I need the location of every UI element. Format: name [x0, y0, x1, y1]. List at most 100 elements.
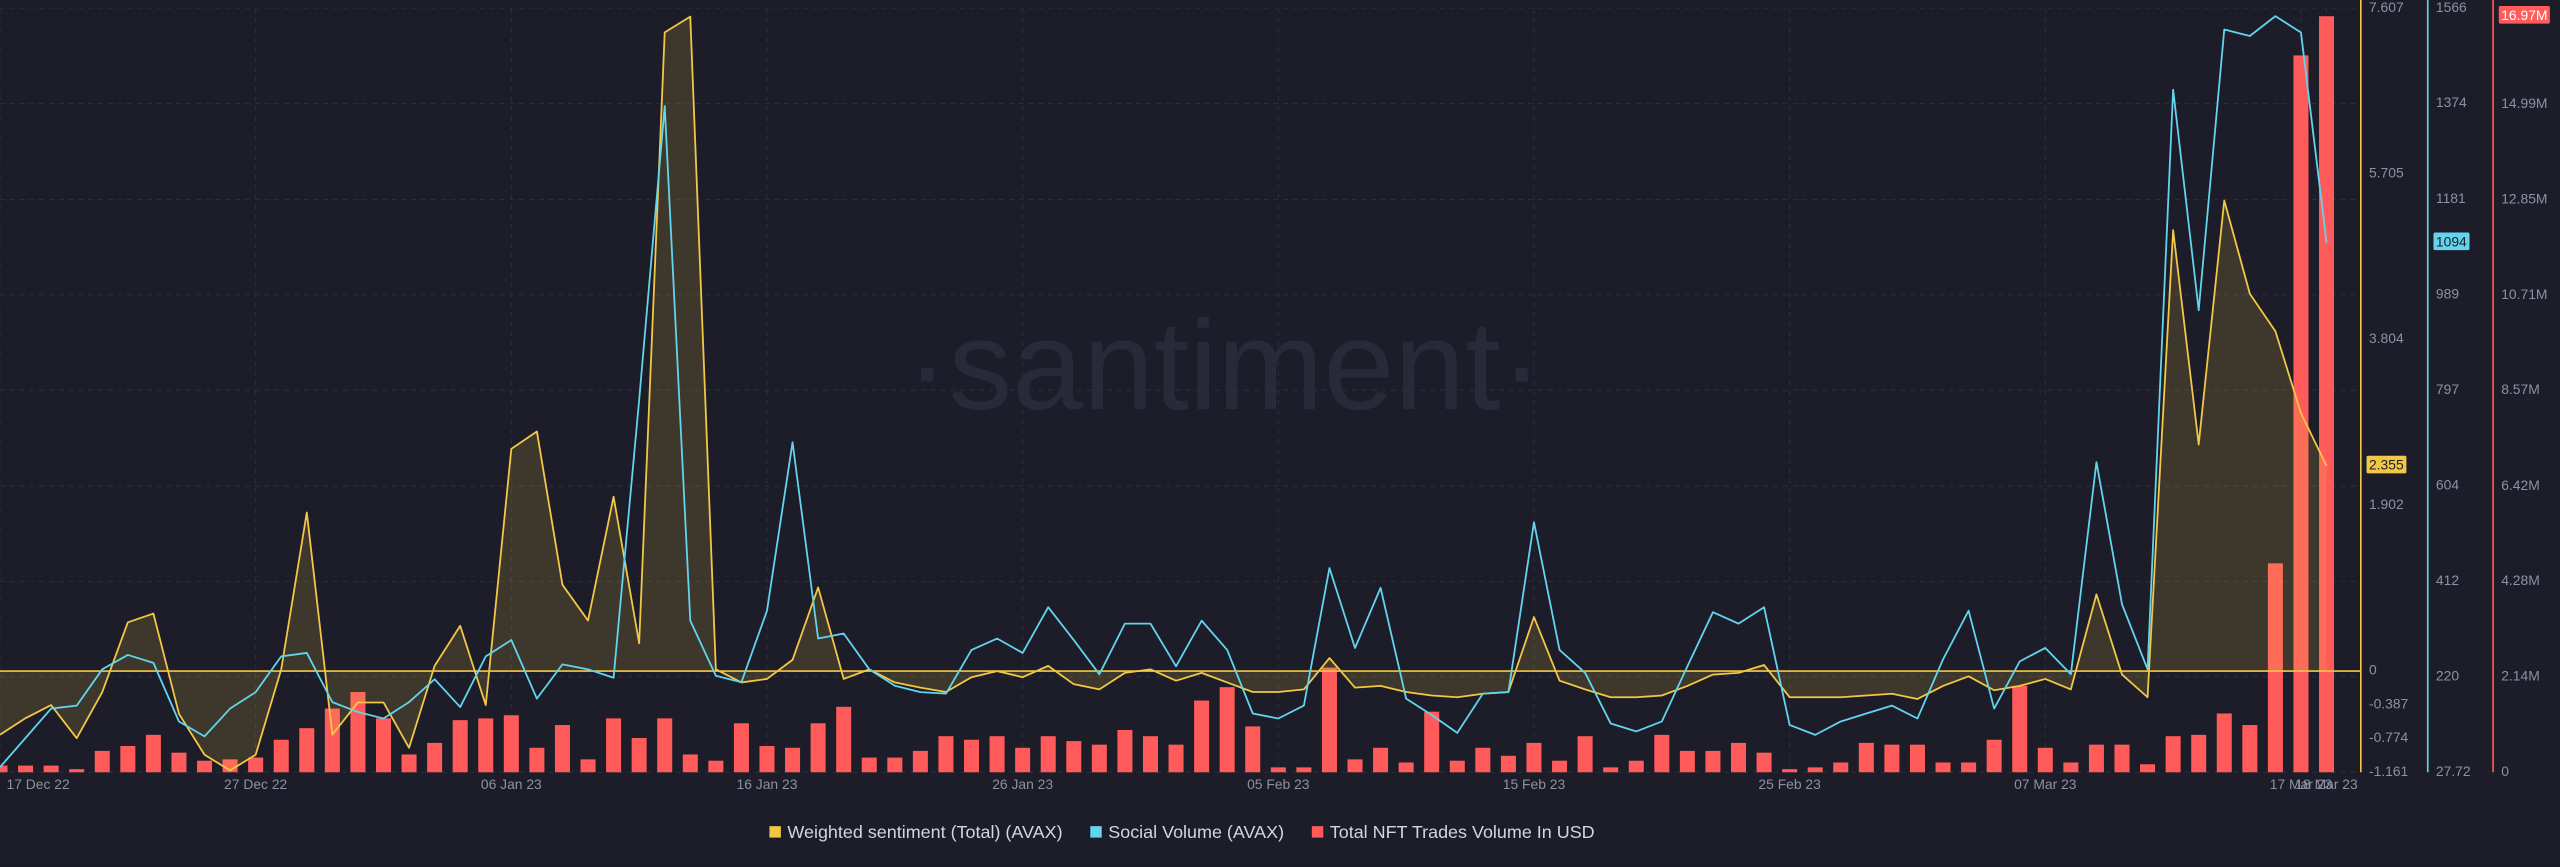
- bar: [120, 745, 136, 773]
- bar: [682, 754, 698, 773]
- x-tick-label: 17 Mar 23: [2270, 776, 2333, 792]
- y-tick-label: 220: [2436, 667, 2459, 683]
- bar: [1986, 739, 2002, 773]
- bar: [452, 720, 468, 773]
- last-value-badge: 16.97M: [2498, 6, 2550, 24]
- bar: [2012, 685, 2028, 773]
- bar: [1679, 750, 1695, 773]
- last-value-badge: 1094: [2433, 232, 2470, 251]
- bar: [2242, 725, 2258, 773]
- bar: [145, 734, 161, 773]
- bar: [375, 718, 392, 773]
- bar: [1066, 741, 1082, 773]
- bar: [580, 759, 596, 773]
- y-tick-label: 0: [2369, 662, 2377, 678]
- bar: [657, 718, 673, 773]
- badge-bg: [2433, 232, 2470, 251]
- y-tick-label: 12.85M: [2501, 190, 2547, 206]
- y-tick-label: 0: [2501, 763, 2509, 779]
- bar: [1373, 747, 1389, 773]
- series-line: [0, 15, 2328, 768]
- bar: [2088, 744, 2104, 773]
- bar: [1117, 729, 1133, 773]
- x-tick-label: 07 Mar 23: [2014, 776, 2077, 792]
- badge-label: 16.97M: [2501, 7, 2547, 23]
- y-tick-label: -1.161: [2369, 763, 2409, 779]
- bar: [1628, 760, 1644, 773]
- bar: [1449, 760, 1465, 773]
- legend-swatch: [769, 826, 781, 838]
- bar: [69, 769, 85, 773]
- y-tick-label: -0.387: [2369, 695, 2409, 711]
- legend-swatch: [1090, 826, 1102, 838]
- bar: [810, 723, 826, 773]
- bar: [529, 747, 545, 773]
- bar: [1475, 747, 1491, 773]
- bar: [197, 760, 213, 773]
- bar: [1552, 760, 1568, 773]
- legend-label: Social Volume (AVAX): [1108, 822, 1284, 842]
- bar: [1245, 726, 1261, 773]
- bar: [1935, 762, 1951, 773]
- bar: [759, 745, 775, 773]
- bar: [1219, 687, 1235, 773]
- bar: [1347, 759, 1363, 773]
- bar: [1424, 711, 1440, 773]
- y-tick-label: 604: [2436, 477, 2459, 493]
- x-tick-label: 26 Jan 23: [992, 776, 1053, 792]
- series-line: [0, 15, 2328, 772]
- bar: [1756, 752, 1772, 773]
- bar: [478, 718, 494, 773]
- x-tick-label: 25 Feb 23: [1758, 776, 1821, 792]
- bar: [1782, 769, 1798, 773]
- legend-label: Weighted sentiment (Total) (AVAX): [787, 822, 1062, 842]
- bar: [1270, 767, 1286, 773]
- bar: [1168, 744, 1184, 773]
- y-tick-label: 14.99M: [2501, 95, 2547, 111]
- badge-bg: [2498, 6, 2550, 24]
- y-tick-label: 3.804: [2369, 330, 2404, 346]
- bar: [836, 706, 852, 773]
- bar: [708, 760, 724, 773]
- y-tick-label: -0.774: [2369, 729, 2409, 745]
- bar: [43, 765, 59, 773]
- watermark: ·santiment·: [906, 294, 1543, 436]
- bar: [912, 750, 928, 773]
- y-tick-label: 6.42M: [2501, 477, 2540, 493]
- y-tick-label: 5.705: [2369, 165, 2404, 181]
- bar: [248, 757, 264, 773]
- y-tick-label: 412: [2436, 572, 2459, 588]
- bar: [733, 723, 749, 773]
- y-tick-label: 27.72: [2436, 763, 2471, 779]
- bar: [785, 747, 801, 773]
- bar: [2191, 734, 2207, 773]
- bar: [427, 742, 443, 773]
- x-tick-label: 17 Dec 22: [7, 776, 70, 792]
- bar: [273, 739, 289, 773]
- legend-label: Total NFT Trades Volume In USD: [1330, 822, 1595, 842]
- last-value-badge: 2.355: [2366, 455, 2407, 474]
- y-tick-label: 10.71M: [2501, 286, 2547, 302]
- badge-bg: [2366, 455, 2407, 474]
- bar: [887, 757, 903, 773]
- y-tick-label: 797: [2436, 381, 2459, 397]
- y-tick-label: 1181: [2436, 190, 2466, 206]
- bar: [1909, 744, 1925, 773]
- bar: [1858, 742, 1874, 773]
- y-tick-label: 2.14M: [2501, 668, 2540, 684]
- bar: [631, 737, 647, 773]
- bar: [1833, 762, 1849, 773]
- bar: [1526, 742, 1542, 773]
- bar: [2140, 764, 2156, 773]
- bar: [1603, 767, 1619, 773]
- bar: [1654, 734, 1670, 773]
- bar: [1142, 736, 1158, 773]
- x-tick-label: 16 Jan 23: [737, 776, 798, 792]
- y-tick-label: 1374: [2436, 94, 2467, 110]
- y-tick-label: 1566: [2436, 0, 2467, 15]
- badge-label: 2.355: [2369, 457, 2404, 473]
- bar: [324, 708, 340, 773]
- x-tick-label: 15 Feb 23: [1503, 776, 1566, 792]
